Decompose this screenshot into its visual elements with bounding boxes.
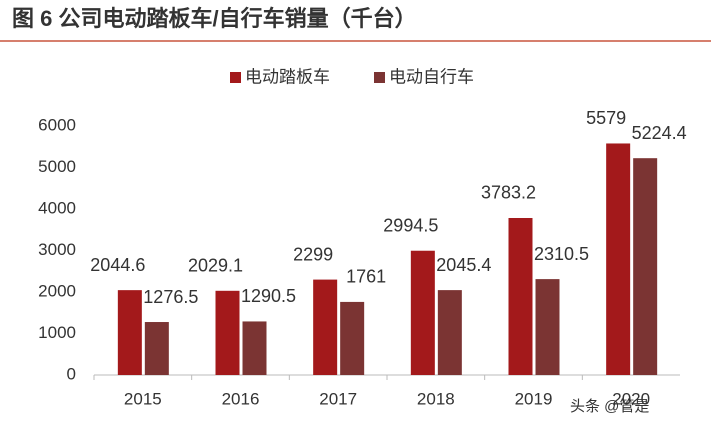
legend-swatch — [230, 72, 241, 83]
value-label: 3783.2 — [481, 183, 536, 203]
value-label: 1761 — [346, 267, 386, 287]
bar — [340, 301, 365, 375]
x-tick-label: 2015 — [124, 389, 162, 408]
x-tick-label: 2016 — [222, 389, 260, 408]
legend-label: 电动踏板车 — [245, 67, 330, 86]
value-label: 2029.1 — [188, 256, 243, 276]
bar — [215, 290, 240, 375]
chart-title: 图 6 公司电动踏板车/自行车销量（千台） — [12, 6, 417, 31]
value-label: 2310.5 — [534, 244, 589, 264]
y-tick-label: 1000 — [38, 323, 76, 342]
y-tick-label: 2000 — [38, 281, 76, 300]
x-tick-label: 2020 — [612, 389, 650, 408]
legend-swatch — [374, 72, 385, 83]
bar — [117, 290, 142, 375]
bar — [242, 321, 267, 375]
y-tick-label: 6000 — [38, 115, 76, 134]
bar — [313, 279, 338, 375]
value-label: 2994.5 — [383, 215, 438, 235]
x-tick-label: 2018 — [417, 389, 455, 408]
bar — [437, 290, 462, 375]
value-label: 2045.4 — [436, 255, 491, 275]
x-tick-label: 2017 — [319, 389, 357, 408]
bar — [633, 158, 658, 375]
x-tick-label: 2019 — [515, 389, 553, 408]
y-tick-label: 5000 — [38, 157, 76, 176]
bar — [508, 217, 533, 375]
value-label: 5224.4 — [632, 123, 687, 143]
value-label: 1276.5 — [143, 287, 198, 307]
bar — [144, 322, 169, 375]
y-tick-label: 3000 — [38, 240, 76, 259]
legend-label: 电动自行车 — [389, 67, 474, 86]
watermark: 头条 @管是 — [570, 398, 649, 415]
y-tick-label: 0 — [67, 364, 76, 383]
bar — [410, 250, 435, 375]
y-tick-label: 4000 — [38, 198, 76, 217]
value-label: 5579 — [586, 108, 626, 128]
value-label: 1290.5 — [241, 286, 296, 306]
value-label: 2299 — [293, 244, 333, 264]
value-label: 2044.6 — [90, 255, 145, 275]
bar — [606, 143, 631, 375]
bar — [535, 279, 560, 375]
